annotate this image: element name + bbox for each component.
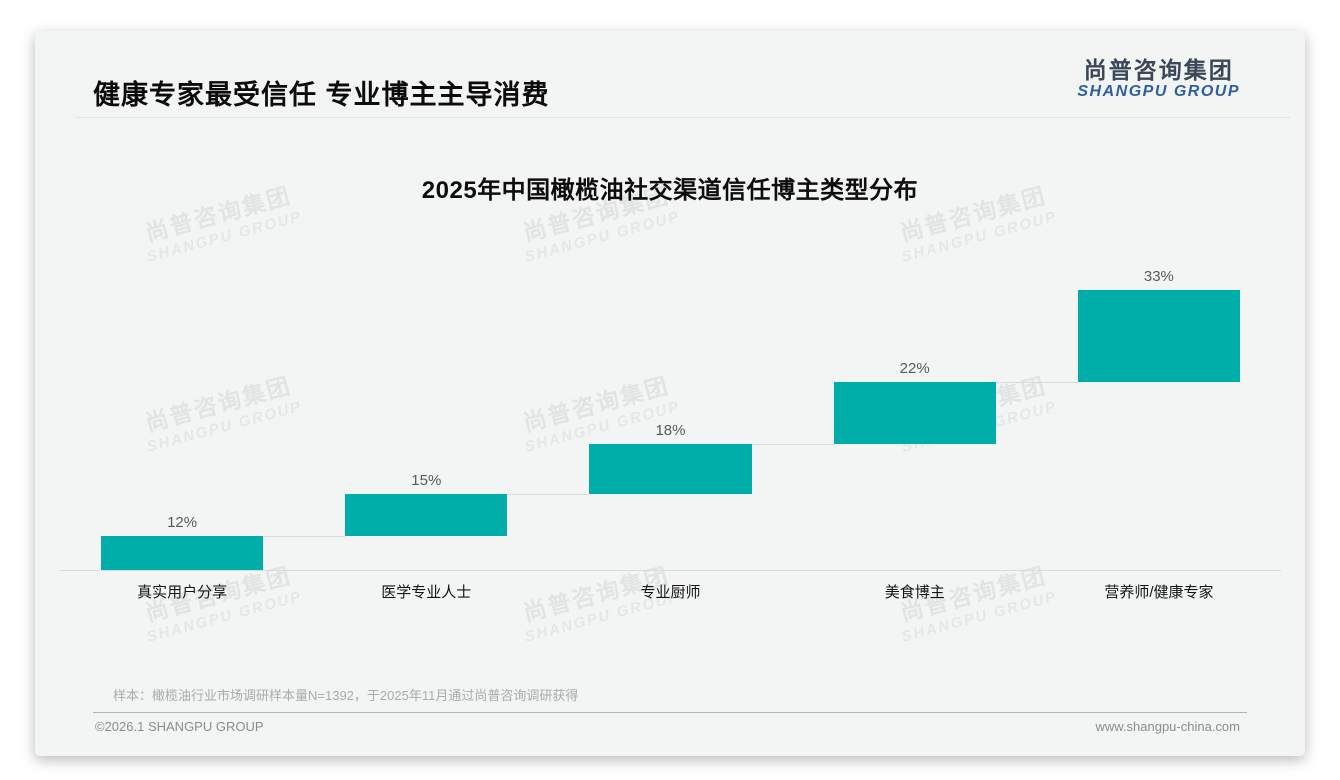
- waterfall-bar: [1077, 290, 1240, 383]
- bar-value-label: 15%: [411, 472, 442, 490]
- category-axis: 真实用户分享 医学专业人士 专业厨师 美食博主 营养师/健康专家: [60, 581, 1281, 602]
- category-label: 美食博主: [884, 584, 945, 601]
- page-title: 健康专家最受信任 专业博主主导消费: [93, 80, 550, 110]
- waterfall-bar: [345, 494, 508, 537]
- step-connector-line: [751, 444, 834, 445]
- logo-english-text: SHANGPU GROUP: [1077, 83, 1240, 101]
- bar-value-label: 22%: [899, 360, 930, 378]
- bar-value-label: 33%: [1143, 268, 1174, 285]
- waterfall-bar: [589, 444, 752, 495]
- step-connector-line: [507, 494, 590, 496]
- footer: ©2026.1 SHANGPU GROUP www.shangpu-china.…: [95, 719, 1240, 734]
- waterfall-bar: [101, 536, 264, 570]
- step-connector-line: [995, 382, 1078, 384]
- logo-chinese-text: 尚普咨询集团: [1083, 57, 1234, 83]
- sample-footnote: 样本：橄榄油行业市场调研样本量N=1392，于2025年11月通过尚普咨询调研获…: [113, 688, 579, 703]
- step-connector-line: [263, 536, 346, 538]
- bar-value-label: 18%: [655, 422, 686, 439]
- category-label: 医学专业人士: [381, 584, 472, 601]
- header-divider: [75, 117, 1290, 118]
- bar-value-label: 12%: [167, 514, 198, 532]
- waterfall-chart-plot: 12% 15% 18% 22% 33%: [60, 268, 1281, 571]
- waterfall-bar: [833, 382, 996, 444]
- category-label: 专业厨师: [640, 584, 701, 601]
- category-label: 真实用户分享: [137, 584, 228, 601]
- category-label: 营养师/健康专家: [1104, 584, 1214, 601]
- footer-copyright: ©2026.1 SHANGPU GROUP: [95, 719, 264, 734]
- footer-divider: [93, 712, 1247, 713]
- company-logo: 尚普咨询集团 SHANGPU GROUP: [1077, 57, 1240, 101]
- report-card: 尚普咨询集团 SHANGPU GROUP 尚普咨询集团 SHANGPU GROUP 尚普…: [35, 31, 1305, 756]
- footer-website: www.shangpu-china.com: [1095, 719, 1240, 734]
- chart-title: 2025年中国橄榄油社交渠道信任博主类型分布: [421, 177, 919, 204]
